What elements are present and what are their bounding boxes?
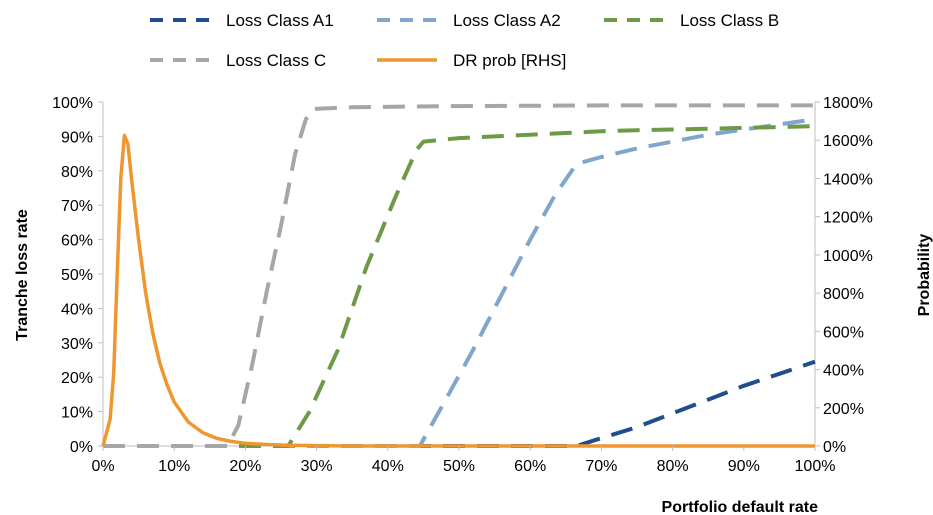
x-tick-label: 60% [514, 458, 546, 475]
legend-label-4: Loss Class C [226, 51, 326, 70]
x-tick-label: 30% [301, 458, 333, 475]
x-tick-label: 0% [91, 458, 114, 475]
legend-label-3: Loss Class B [680, 11, 779, 30]
y-axis-title: Tranche loss rate [14, 209, 31, 341]
series-layer [101, 103, 816, 448]
y-tick-label: 50% [61, 267, 93, 284]
series-line-4 [103, 103, 815, 448]
y2-tick-label: 1200% [823, 210, 873, 227]
x-tick-label: 20% [229, 458, 261, 475]
y-tick-label: 0% [70, 439, 93, 456]
series-line-1 [103, 359, 816, 448]
y-tick-label: 20% [61, 370, 93, 387]
y2-tick-label: 200% [823, 401, 864, 418]
axes-layer: 0% 10% 20% 30% 40% 50% 60% 70% 80% 90% 100% 0% 200% 4… [52, 95, 873, 475]
x-tick-label: 40% [372, 458, 404, 475]
y-tick-label: 100% [52, 95, 93, 112]
y2-tick-label: 1000% [823, 248, 873, 265]
y2-tick-label: 400% [823, 363, 864, 380]
x-axis-title: Portfolio default rate [662, 499, 819, 515]
legend-label-1: Loss Class A1 [226, 11, 334, 30]
x-tick-label: 100% [795, 458, 836, 475]
y2-tick-label: 600% [823, 324, 864, 341]
plot-frame [102, 102, 816, 447]
x-tick-label: 10% [158, 458, 190, 475]
y2-tick-label: 1800% [823, 95, 873, 112]
x-tick-label: 90% [728, 458, 760, 475]
y-tick-label: 90% [61, 129, 93, 146]
y2-tick-label: 1400% [823, 171, 873, 188]
y-tick-label: 40% [61, 301, 93, 318]
y-tick-label: 60% [61, 233, 93, 250]
y-tick-label: 10% [61, 405, 93, 422]
series-line-5 [101, 133, 815, 448]
y-tick-label: 80% [61, 164, 93, 181]
y2-tick-label: 1600% [823, 133, 873, 150]
y-tick-label: 70% [61, 198, 93, 215]
x-tick-label: 80% [657, 458, 689, 475]
y2-tick-label: 0% [823, 439, 846, 456]
legend-label-5: DR prob [RHS] [453, 51, 566, 70]
legend-label-2: Loss Class A2 [453, 11, 561, 30]
series-line-2 [103, 117, 816, 448]
y2-tick-label: 800% [823, 286, 864, 303]
legend: Loss Class A1 Loss Class A2 Loss Class B Lo… [150, 11, 779, 70]
x-tick-label: 50% [443, 458, 475, 475]
y2-axis-title: Probability [916, 234, 933, 317]
series-line-3 [103, 124, 816, 448]
y-tick-label: 30% [61, 336, 93, 353]
x-tick-label: 70% [585, 458, 617, 475]
